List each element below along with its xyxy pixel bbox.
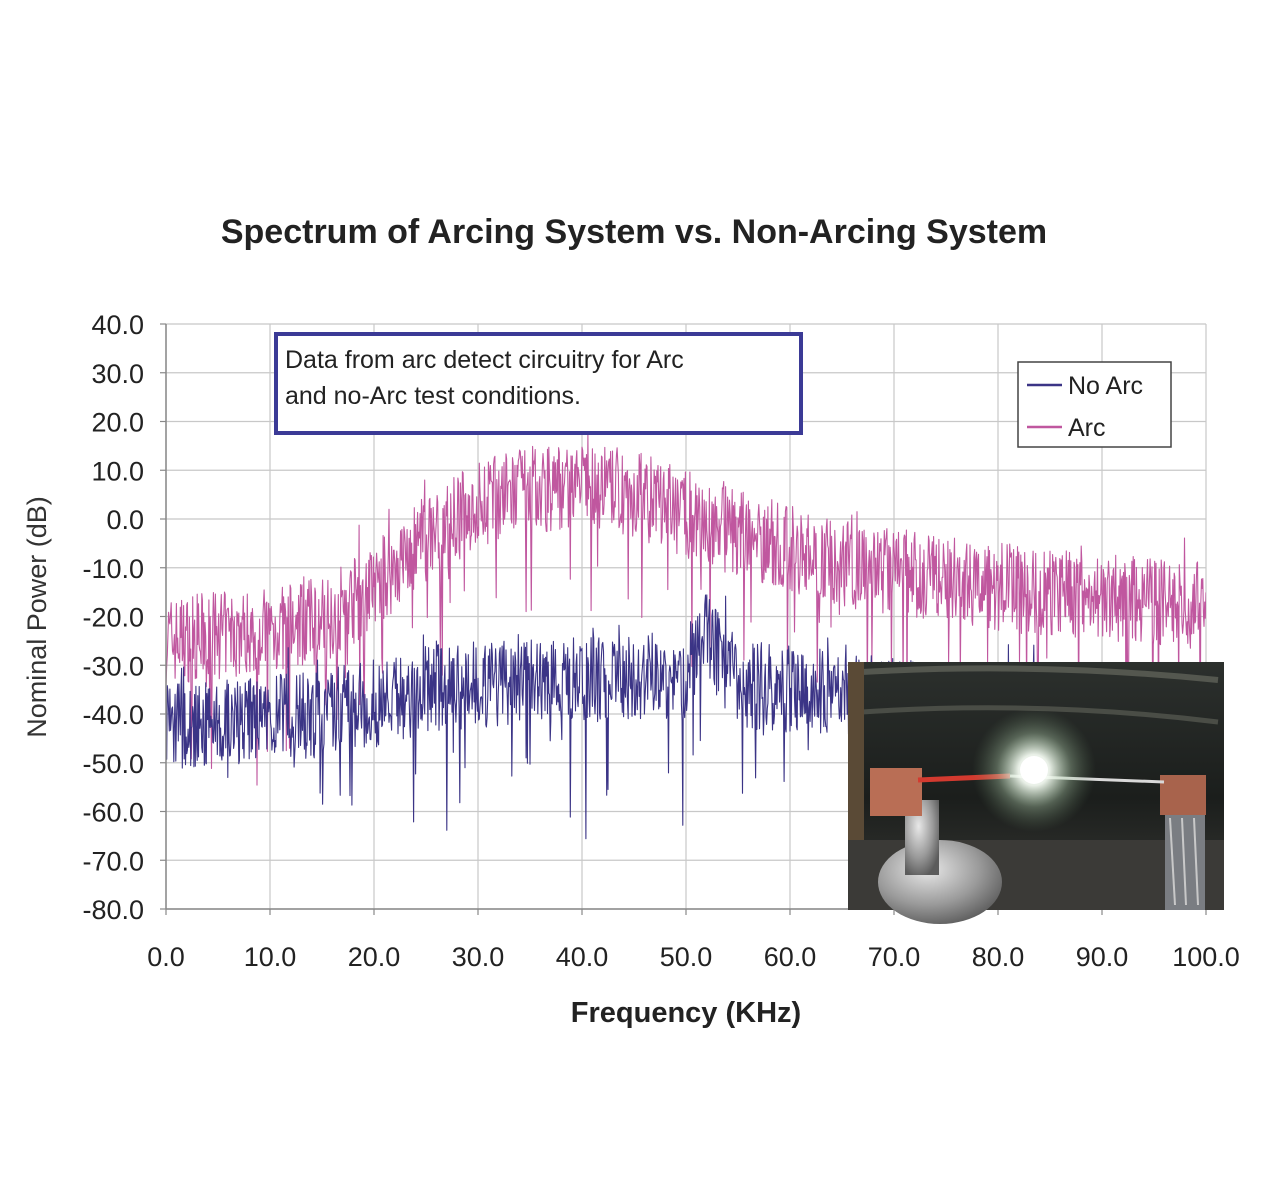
series-line-1 <box>166 434 1206 786</box>
y-tick-label-8: -40.0 <box>82 700 144 730</box>
legend: No Arc Arc <box>1017 361 1172 448</box>
y-axis-label: Nominal Power (dB) <box>22 496 52 738</box>
legend-label-no-arc: No Arc <box>1068 372 1143 400</box>
x-tick-label-0: 0.0 <box>147 942 185 972</box>
x-tick-labels: 0.0 10.0 20.0 30.0 40.0 50.0 60.0 70.0 80.0 90.0 1… <box>147 909 1240 972</box>
x-tick-label-2: 20.0 <box>348 942 401 972</box>
x-tick-label-1: 10.0 <box>244 942 297 972</box>
annotation-box: Data from arc detect circuitry for Arc a… <box>274 332 803 435</box>
legend-label-arc: Arc <box>1068 414 1106 442</box>
y-tick-label-0: 40.0 <box>91 310 144 340</box>
x-axis-label: Frequency (KHz) <box>571 997 801 1029</box>
y-tick-label-5: -10.0 <box>82 554 144 584</box>
y-tick-labels: 40.0 30.0 20.0 10.0 0.0 -10.0 -20.0 -30.0 -40.0 -… <box>82 310 166 925</box>
x-tick-label-8: 80.0 <box>972 942 1025 972</box>
x-tick-label-6: 60.0 <box>764 942 817 972</box>
arc-photo <box>848 662 1224 924</box>
y-tick-label-4: 0.0 <box>106 505 144 535</box>
chart-title: Spectrum of Arcing System vs. Non-Arcing… <box>221 213 1047 251</box>
x-tick-label-4: 40.0 <box>556 942 609 972</box>
annotation-line-1: Data from arc detect circuitry for Arc <box>285 346 684 374</box>
x-tick-label-10: 100.0 <box>1172 942 1240 972</box>
y-tick-label-12: -80.0 <box>82 895 144 925</box>
x-tick-label-3: 30.0 <box>452 942 505 972</box>
y-tick-label-3: 10.0 <box>91 456 144 486</box>
y-tick-label-11: -70.0 <box>82 846 144 876</box>
y-tick-label-6: -20.0 <box>82 603 144 633</box>
y-tick-label-10: -60.0 <box>82 798 144 828</box>
y-tick-label-7: -30.0 <box>82 651 144 681</box>
y-tick-label-2: 20.0 <box>91 408 144 438</box>
y-tick-label-9: -50.0 <box>82 749 144 779</box>
annotation-line-2: and no-Arc test conditions. <box>285 382 581 410</box>
series-arc <box>166 434 1206 786</box>
x-tick-label-5: 50.0 <box>660 942 713 972</box>
x-tick-label-7: 70.0 <box>868 942 921 972</box>
y-tick-label-1: 30.0 <box>91 359 144 389</box>
x-tick-label-9: 90.0 <box>1076 942 1129 972</box>
